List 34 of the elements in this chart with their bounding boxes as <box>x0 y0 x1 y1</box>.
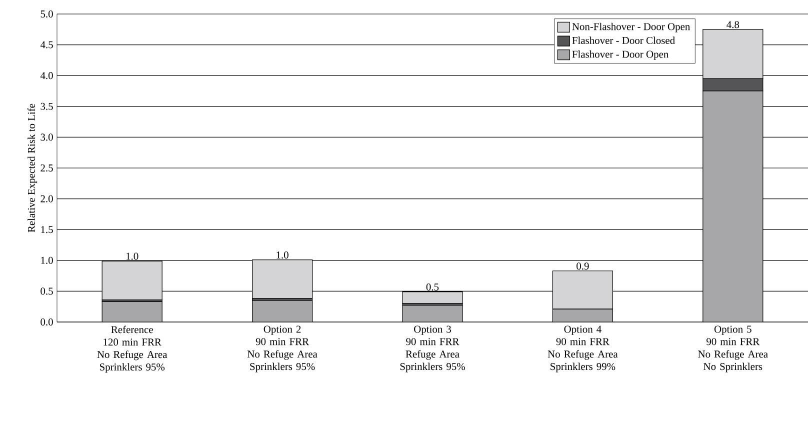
x-tick-label: Option 3 90 min FRR Refuge Area Sprinklers 95% <box>400 326 465 372</box>
bar <box>702 90 764 322</box>
y-tick-label: 0.5 <box>40 288 53 295</box>
bar <box>102 260 162 300</box>
y-tick-label: 4.0 <box>40 72 53 80</box>
y-tick-label: 0.0 <box>40 318 53 326</box>
legend-label: Non-Flashover - Door Open <box>572 22 690 32</box>
total-label: 1.0 <box>276 251 288 259</box>
legend-label: Flashover - Door Closed <box>572 36 675 44</box>
y-axis-title: Relative Expected Risk to Life <box>27 104 38 232</box>
bar <box>252 259 313 299</box>
bar <box>552 309 613 322</box>
x-tick-label: Option 5 90 min FRR No Refuge Area No Sprinklers <box>698 326 768 372</box>
y-tick-label: 1.0 <box>41 256 53 264</box>
total-label: 4.8 <box>726 21 740 28</box>
y-tick-label: 3.5 <box>40 102 53 110</box>
y-tick-label: 1.5 <box>41 226 53 234</box>
total-label: 0.9 <box>576 262 589 270</box>
bar <box>552 270 614 310</box>
y-tick-label: 5.0 <box>40 10 53 18</box>
x-tick-label: Option 2 90 min FRR No Refuge Area Sprinklers 95% <box>247 326 318 372</box>
y-tick-label: 3.0 <box>40 134 53 141</box>
bar <box>402 292 463 304</box>
y-tick-label: 2.5 <box>40 164 53 172</box>
bar <box>252 300 313 322</box>
bar <box>402 305 463 322</box>
bar <box>102 301 162 322</box>
total-label: 1.0 <box>126 252 138 260</box>
legend-label: Flashover - Door Open <box>572 50 668 60</box>
total-label: 0.5 <box>426 284 439 291</box>
y-tick-label: 2.0 <box>40 195 53 202</box>
x-tick-label: Option 4 90 min FRR No Refuge Area Sprinklers 99% <box>548 326 618 372</box>
x-tick-label: Reference 120 min FRR No Refuge Area Sprinklers 95% <box>97 326 168 373</box>
y-tick-label: 4.5 <box>40 41 53 48</box>
